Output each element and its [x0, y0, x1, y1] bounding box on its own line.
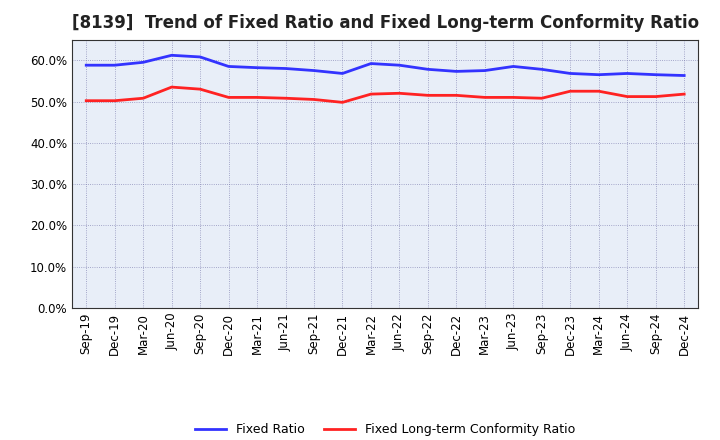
Fixed Long-term Conformity Ratio: [282, 95, 290, 101]
Fixed Long-term Conformity Ratio: [423, 93, 432, 98]
Fixed Long-term Conformity Ratio: [196, 87, 204, 92]
Fixed Ratio: [282, 66, 290, 71]
Title: [8139]  Trend of Fixed Ratio and Fixed Long-term Conformity Ratio: [8139] Trend of Fixed Ratio and Fixed Lo…: [71, 15, 699, 33]
Fixed Ratio: [395, 62, 404, 68]
Fixed Long-term Conformity Ratio: [537, 95, 546, 101]
Fixed Ratio: [253, 65, 261, 70]
Fixed Long-term Conformity Ratio: [680, 92, 688, 97]
Fixed Long-term Conformity Ratio: [82, 98, 91, 103]
Fixed Ratio: [110, 62, 119, 68]
Fixed Ratio: [225, 64, 233, 69]
Fixed Ratio: [480, 68, 489, 73]
Fixed Ratio: [566, 71, 575, 76]
Fixed Long-term Conformity Ratio: [509, 95, 518, 100]
Fixed Long-term Conformity Ratio: [253, 95, 261, 100]
Fixed Ratio: [595, 72, 603, 77]
Fixed Long-term Conformity Ratio: [139, 95, 148, 101]
Fixed Ratio: [310, 68, 318, 73]
Fixed Ratio: [167, 53, 176, 58]
Fixed Ratio: [680, 73, 688, 78]
Fixed Ratio: [509, 64, 518, 69]
Fixed Ratio: [452, 69, 461, 74]
Fixed Ratio: [623, 71, 631, 76]
Fixed Long-term Conformity Ratio: [338, 100, 347, 105]
Line: Fixed Ratio: Fixed Ratio: [86, 55, 684, 76]
Fixed Long-term Conformity Ratio: [366, 92, 375, 97]
Fixed Long-term Conformity Ratio: [395, 91, 404, 96]
Fixed Ratio: [423, 67, 432, 72]
Legend: Fixed Ratio, Fixed Long-term Conformity Ratio: Fixed Ratio, Fixed Long-term Conformity …: [190, 418, 580, 440]
Fixed Ratio: [338, 71, 347, 76]
Fixed Ratio: [82, 62, 91, 68]
Line: Fixed Long-term Conformity Ratio: Fixed Long-term Conformity Ratio: [86, 87, 684, 103]
Fixed Ratio: [139, 60, 148, 65]
Fixed Ratio: [652, 72, 660, 77]
Fixed Long-term Conformity Ratio: [452, 93, 461, 98]
Fixed Ratio: [196, 54, 204, 59]
Fixed Long-term Conformity Ratio: [623, 94, 631, 99]
Fixed Long-term Conformity Ratio: [566, 88, 575, 94]
Fixed Long-term Conformity Ratio: [480, 95, 489, 100]
Fixed Long-term Conformity Ratio: [110, 98, 119, 103]
Fixed Long-term Conformity Ratio: [652, 94, 660, 99]
Fixed Ratio: [537, 67, 546, 72]
Fixed Long-term Conformity Ratio: [167, 84, 176, 90]
Fixed Long-term Conformity Ratio: [310, 97, 318, 102]
Fixed Ratio: [366, 61, 375, 66]
Fixed Long-term Conformity Ratio: [595, 88, 603, 94]
Fixed Long-term Conformity Ratio: [225, 95, 233, 100]
